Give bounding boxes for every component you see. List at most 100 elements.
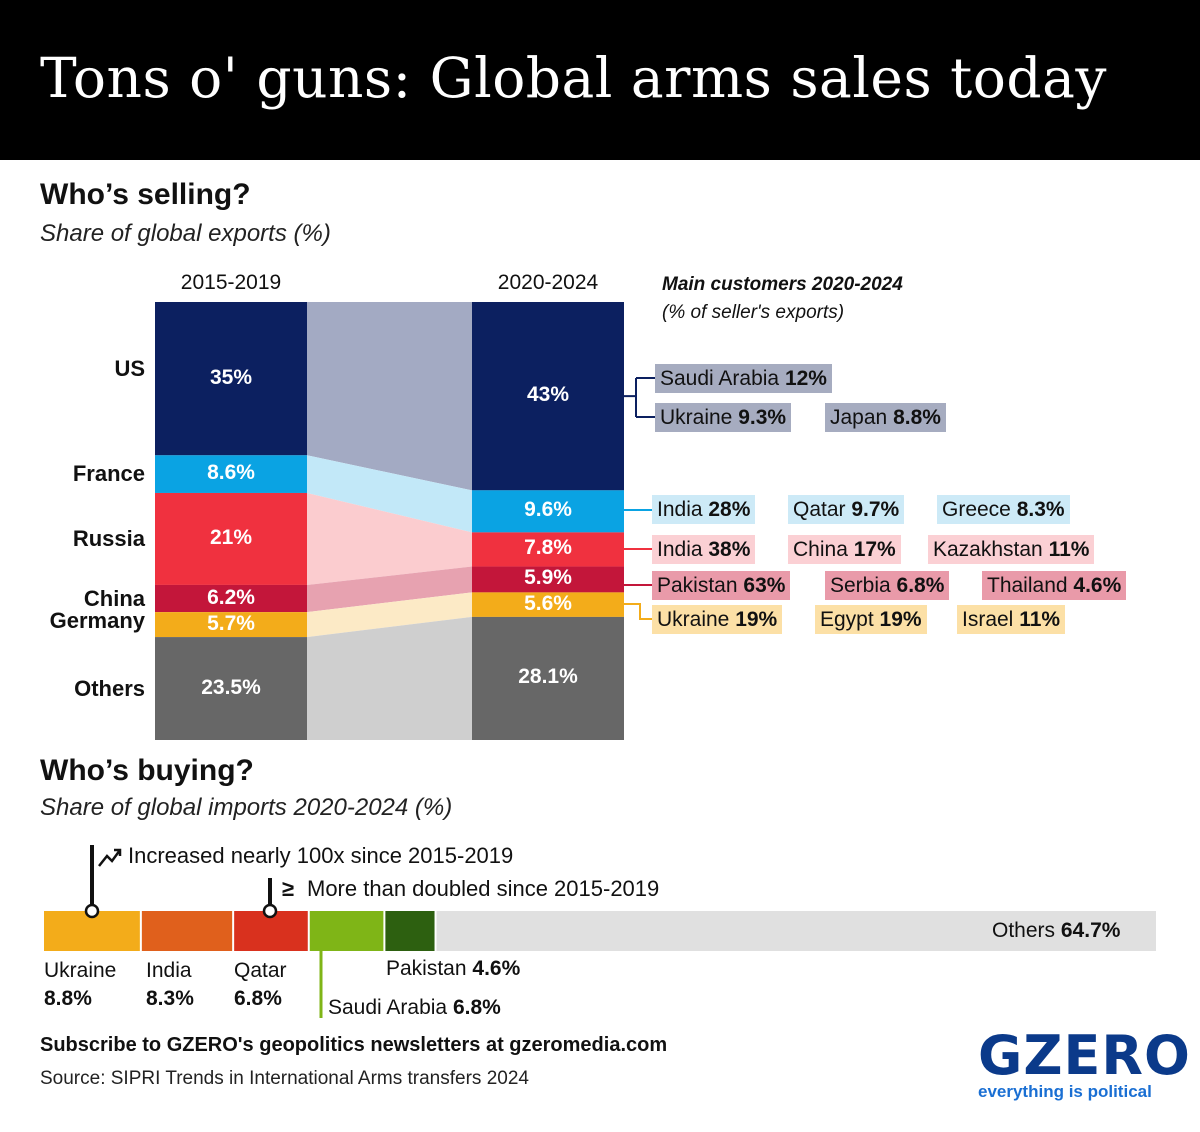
bar-2020-china: [472, 566, 624, 593]
connector-us: [624, 377, 655, 418]
row-label-others: Others: [74, 675, 145, 701]
customer-share: 17%: [853, 538, 896, 561]
customer-name: Saudi Arabia: [660, 367, 785, 390]
customer-tag-germany-israel: Israel 11%: [957, 605, 1066, 634]
bar-label-2015-germany: 5.7%: [207, 611, 255, 635]
customer-name: Pakistan: [657, 574, 744, 597]
doubled-icon: ≥: [282, 876, 295, 901]
buy-country: Qatar: [234, 959, 287, 982]
customer-share: 9.3%: [738, 406, 787, 429]
bar-label-2020-others: 28.1%: [518, 665, 578, 689]
buy-label-saudi-arabia: Saudi Arabia 6.8%: [328, 994, 501, 1022]
flow-others: [307, 616, 472, 740]
customer-tag-us-japan: Japan 8.8%: [825, 403, 946, 432]
flow-russia: [307, 492, 472, 585]
bar-label-2020-france: 9.6%: [524, 498, 572, 522]
buy-label-others: Others 64.7%: [992, 917, 1120, 945]
buy-segment-saudi-arabia: [309, 911, 384, 951]
customer-name: Ukraine: [660, 406, 739, 429]
buy-share: 64.7%: [1060, 919, 1121, 942]
customer-share: 8.8%: [893, 406, 941, 429]
row-label-china: China: [83, 585, 145, 611]
customer-tag-china-pakistan: Pakistan 63%: [652, 571, 791, 600]
bar-label-2015-russia: 21%: [209, 525, 253, 549]
flow-france: [307, 455, 472, 533]
customer-share: 38%: [708, 538, 751, 561]
buy-label-india: India 8.3%: [146, 957, 194, 1013]
buy-label-ukraine: Ukraine 8.8%: [44, 957, 116, 1013]
bar-label-2015-others: 23.5%: [201, 675, 261, 699]
flow-china: [307, 566, 472, 613]
buy-segment-others: [436, 911, 1156, 951]
selling-heading: Who’s selling?: [40, 178, 251, 211]
buy-share: 4.6%: [472, 957, 521, 980]
buy-country: Others: [992, 919, 1056, 942]
bar-label-2020-russia: 7.8%: [524, 536, 572, 560]
customer-name: Kazakhstan: [933, 538, 1049, 561]
customer-tag-china-serbia: Serbia 6.8%: [825, 571, 950, 600]
bar-2020-france: [472, 490, 624, 533]
bar-2020-others: [472, 616, 624, 740]
bar-2015-us: [155, 302, 307, 456]
bar-label-2020-china: 5.9%: [524, 566, 572, 590]
gzero-tagline: everything is political: [978, 1082, 1152, 1101]
customer-tag-russia-china: China 17%: [788, 535, 901, 564]
buy-share: 8.3%: [146, 987, 194, 1010]
customer-share: 12%: [784, 367, 827, 390]
main-customers-title: Main customers 2020-2024: [662, 274, 903, 295]
customer-tag-germany-ukraine: Ukraine 19%: [652, 605, 783, 634]
customer-share: 11%: [1048, 538, 1090, 561]
buying-heading: Who’s buying?: [40, 754, 254, 787]
buy-segment-india: [141, 911, 233, 951]
connector-germany: [624, 603, 652, 620]
bar-label-2015-china: 6.2%: [207, 585, 255, 609]
customer-tag-china-thailand: Thailand 4.6%: [982, 571, 1127, 600]
flow-germany: [307, 592, 472, 638]
customer-name: Greece: [942, 498, 1017, 521]
customer-share: 6.8%: [896, 574, 945, 597]
customer-tag-france-qatar: Qatar 9.7%: [788, 495, 905, 524]
customer-tag-russia-india: India 38%: [652, 535, 756, 564]
customer-share: 28%: [708, 498, 751, 521]
customer-share: 19%: [879, 608, 922, 631]
customer-name: Serbia: [830, 574, 897, 597]
bar-label-2015-france: 8.6%: [207, 461, 255, 485]
row-label-us: US: [114, 355, 145, 381]
buy-label-qatar: Qatar 6.8%: [234, 957, 287, 1013]
main-customers-note: (% of seller's exports): [662, 302, 845, 323]
row-label-russia: Russia: [72, 525, 145, 551]
buy-segment-pakistan: [385, 911, 435, 951]
customer-tag-us-saudi-arabia: Saudi Arabia 12%: [655, 364, 832, 393]
customer-name: India: [657, 498, 709, 521]
bar-2020-russia: [472, 532, 624, 567]
period-label-2015: 2015-2019: [180, 271, 282, 294]
buy-share: 6.8%: [452, 996, 501, 1019]
customer-name: Ukraine: [657, 608, 736, 631]
flow-us: [307, 302, 472, 491]
buy-share: 8.8%: [44, 987, 92, 1010]
customer-share: 11%: [1019, 608, 1061, 631]
trend-up-icon: [98, 848, 122, 867]
buy-country: India: [146, 959, 192, 982]
customer-tag-france-greece: Greece 8.3%: [937, 495, 1070, 524]
customer-tag-russia-kazakhstan: Kazakhstan 11%: [928, 535, 1095, 564]
selling-subtitle: Share of global exports (%): [40, 220, 331, 247]
customer-name: Japan: [830, 406, 894, 429]
customer-tag-germany-egypt: Egypt 19%: [815, 605, 927, 634]
bar-2015-france: [155, 455, 307, 493]
period-label-2020: 2020-2024: [497, 271, 599, 294]
page-title: Tons o' guns: Global arms sales today: [40, 46, 1107, 110]
customer-name: Egypt: [820, 608, 880, 631]
buy-country: Saudi Arabia: [328, 996, 448, 1019]
row-label-france: France: [72, 461, 145, 487]
bar-2015-china: [155, 584, 307, 613]
customer-name: Thailand: [987, 574, 1074, 597]
customer-name: India: [657, 538, 709, 561]
customer-name: Israel: [962, 608, 1020, 631]
source-line: Source: SIPRI Trends in International Ar…: [40, 1068, 529, 1089]
customer-share: 4.6%: [1073, 574, 1122, 597]
subscribe-line: Subscribe to GZERO's geopolitics newslet…: [40, 1034, 668, 1056]
buy-country: Ukraine: [44, 959, 117, 982]
customer-share: 9.7%: [851, 498, 900, 521]
